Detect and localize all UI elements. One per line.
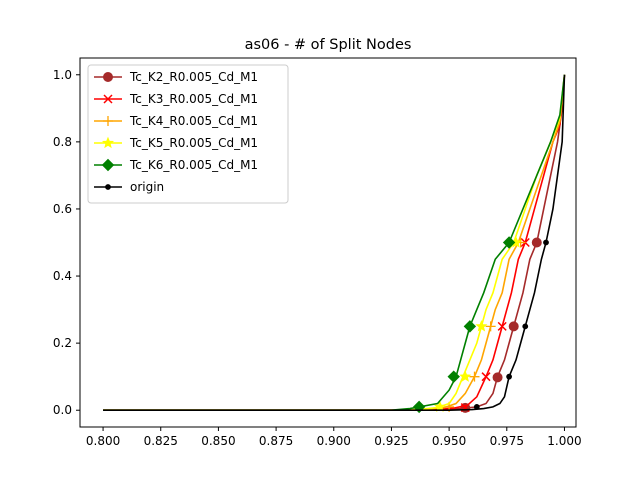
series-marker [522,323,529,330]
legend-label: Tc_K3_R0.005_Cd_M1 [129,92,258,106]
series-marker [447,370,460,383]
legend-entry: Tc_K3_R0.005_Cd_M1 [94,92,258,106]
chart-title: as06 - # of Split Nodes [245,37,412,53]
series-marker [508,321,519,332]
series-marker [502,236,516,249]
legend-marker [103,72,113,82]
series-marker [485,321,496,332]
x-tick-label: 0.850 [201,434,235,448]
series-marker [469,371,480,382]
y-tick-label: 0.8 [53,135,72,149]
series-marker [433,400,446,413]
y-tick-label: 0.2 [53,336,72,350]
x-tick-label: 0.975 [490,434,524,448]
axes-frame [79,57,577,428]
series-5 [103,74,566,414]
legend-marker [101,158,115,172]
legend-marker [105,184,111,190]
legend-label: Tc_K5_R0.005_Cd_M1 [129,136,258,150]
y-tick-label: 1.0 [53,68,72,82]
series-marker [506,373,512,380]
legend-entry: Tc_K2_R0.005_Cd_M1 [94,70,258,84]
x-tick-label: 0.825 [144,434,178,448]
series-marker [531,237,542,248]
legend-box [87,64,289,204]
x-tick-label: 0.875 [259,434,293,448]
legend-entry: Tc_K4_R0.005_Cd_M1 [94,114,258,128]
x-tick-label: 0.925 [374,434,408,448]
series-marker [463,320,477,333]
series-marker [492,372,503,383]
series-line [103,74,566,412]
legend-marker [103,116,113,126]
series-3 [103,74,566,412]
legend-label: origin [130,180,164,194]
legend-marker [103,94,113,104]
series-marker [543,239,549,246]
series-marker [481,372,491,382]
series-1 [103,74,566,413]
series-marker [475,320,488,332]
plot-area [103,74,566,414]
y-tick-label: 0.4 [53,269,72,283]
series-marker [459,370,472,382]
legend-entry: Tc_K6_R0.005_Cd_M1 [94,158,258,172]
x-tick-label: 0.900 [317,434,351,448]
legend-entry: Tc_K5_R0.005_Cd_M1 [94,136,258,150]
legend-label: Tc_K4_R0.005_Cd_M1 [129,114,258,128]
legend-label: Tc_K2_R0.005_Cd_M1 [129,70,258,84]
legend-marker [101,136,115,149]
y-tick-label: 0.6 [53,202,72,216]
x-tick-label: 1.000 [547,434,581,448]
series-6 [103,74,566,412]
x-tick-label: 0.800 [86,434,120,448]
x-tick-label: 0.950 [432,434,466,448]
legend: Tc_K2_R0.005_Cd_M1 Tc_K3_R0.005_Cd_M1 Tc_K… [87,64,289,204]
axes: 0.800 0.825 0.850 0.875 0.900 0.925 0.950 0.975… [53,57,582,448]
y-tick-label: 0.0 [53,403,72,417]
series-marker [473,403,480,410]
legend-entry: origin [94,180,164,194]
series-marker [497,321,507,331]
legend-label: Tc_K6_R0.005_Cd_M1 [129,158,258,172]
